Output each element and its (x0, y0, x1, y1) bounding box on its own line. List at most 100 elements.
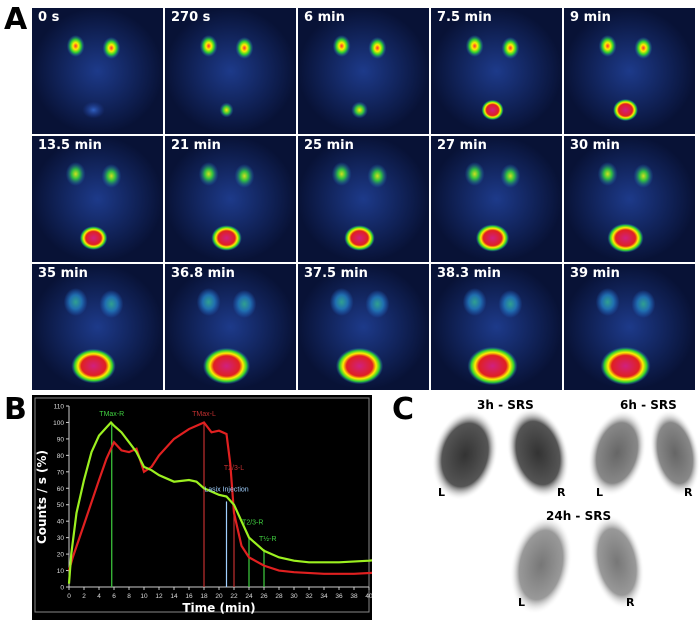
left-kidney (465, 35, 484, 57)
left-kidney (597, 162, 618, 186)
renogram-svg: 0246810121416182022242628303234363840420… (34, 397, 388, 615)
frame-time-label: 0 s (38, 10, 60, 25)
scan-image (165, 264, 296, 390)
kidney-3h-right (506, 407, 570, 499)
scan-frame: 36.8 min (165, 264, 296, 390)
y-tick-label: 20 (57, 552, 65, 559)
panel-label-b: B (4, 392, 27, 427)
frame-time-label: 9 min (570, 10, 611, 25)
left-kidney (331, 162, 352, 186)
plot-frame (34, 397, 370, 613)
kidney-24h-right (589, 514, 645, 610)
left-kidney (598, 35, 617, 57)
srs-3h-title: 3h - SRS (477, 398, 534, 412)
y-tick-label: 100 (53, 420, 64, 427)
left-kidney (595, 288, 620, 316)
left-kidney (464, 162, 485, 186)
right-kidney (101, 164, 122, 188)
x-tick-label: 10 (140, 593, 148, 600)
srs-24h-right-label: R (626, 596, 635, 609)
frame-time-label: 25 min (304, 138, 354, 153)
scan-frame: 7.5 min (431, 8, 562, 134)
scan-frame: 9 min (564, 8, 695, 134)
marker-label: TMax-L (192, 411, 216, 418)
y-tick-label: 10 (57, 568, 65, 575)
bladder (79, 226, 108, 250)
y-tick-label: 70 (57, 469, 65, 476)
bladder (202, 347, 251, 385)
renal-scintigraphy-sequence: 0 s 270 s 6 min 7.5 min 9 min 13.5 min 21 min 2… (32, 8, 695, 390)
left-kidney (332, 35, 351, 57)
scan-frame: 35 min (32, 264, 163, 390)
x-tick-label: 40 (365, 593, 372, 600)
y-tick-label: 60 (57, 486, 65, 493)
scan-image (165, 8, 296, 134)
scan-image (431, 136, 562, 262)
x-tick-label: 16 (185, 593, 193, 600)
bladder (211, 225, 242, 251)
srs-3h-right-label: R (557, 486, 566, 499)
scan-frame: 38.3 min (431, 264, 562, 390)
srs-6h-right-label: R (684, 486, 693, 499)
marker-label: TMax-R (99, 411, 124, 418)
x-tick-label: 0 (67, 593, 71, 600)
y-tick-label: 40 (57, 519, 65, 526)
scan-frame: 270 s (165, 8, 296, 134)
bladder (71, 348, 116, 384)
kidney-6h-right (649, 409, 700, 497)
marker-label: Lasix Injection (204, 487, 248, 494)
scan-image (32, 264, 163, 390)
x-tick-label: 30 (290, 593, 298, 600)
x-tick-label: 24 (245, 593, 253, 600)
series-right-line (67, 420, 385, 584)
y-tick-label: 30 (57, 535, 65, 542)
right-kidney (500, 164, 521, 188)
bladder (475, 224, 510, 252)
scan-image (298, 8, 429, 134)
scan-frame: 30 min (564, 136, 695, 262)
scan-image (32, 8, 163, 134)
left-kidney (462, 288, 487, 316)
frame-time-label: 21 min (171, 138, 221, 153)
frame-time-label: 270 s (171, 10, 211, 25)
scan-image (32, 136, 163, 262)
right-kidney (501, 37, 520, 59)
right-kidney (631, 290, 656, 318)
marker-label: T2/3-L (224, 465, 244, 472)
frame-time-label: 13.5 min (38, 138, 102, 153)
scan-image (564, 264, 695, 390)
x-tick-label: 2 (82, 593, 86, 600)
kidney-6h-left (587, 409, 647, 497)
bladder (335, 347, 384, 385)
scan-image (165, 136, 296, 262)
frame-time-label: 7.5 min (437, 10, 492, 25)
y-tick-label: 50 (57, 502, 65, 509)
scan-frame: 21 min (165, 136, 296, 262)
left-kidney (65, 162, 86, 186)
x-tick-label: 4 (97, 593, 101, 600)
right-kidney (102, 37, 121, 59)
left-kidney (196, 288, 221, 316)
scan-frame: 25 min (298, 136, 429, 262)
right-kidney (633, 164, 654, 188)
bladder (351, 101, 368, 119)
x-tick-label: 8 (127, 593, 131, 600)
scan-image (431, 8, 562, 134)
srs-images: 3h - SRS L R 6h - SRS L R 24h - SRS L R (380, 390, 700, 625)
left-kidney (198, 162, 219, 186)
x-tick-label: 6 (112, 593, 116, 600)
marker-label: T2/3-R (242, 519, 263, 526)
x-tick-label: 18 (200, 593, 208, 600)
scan-image (298, 264, 429, 390)
frame-time-label: 36.8 min (171, 266, 235, 281)
x-axis-label: Time (min) (182, 601, 255, 615)
right-kidney (634, 37, 653, 59)
left-kidney (329, 288, 354, 316)
frame-time-label: 39 min (570, 266, 620, 281)
series-left-line (67, 421, 385, 575)
bladder (467, 346, 518, 386)
scan-frame: 0 s (32, 8, 163, 134)
x-tick-label: 12 (155, 593, 163, 600)
scan-image (431, 264, 562, 390)
scan-frame: 39 min (564, 264, 695, 390)
